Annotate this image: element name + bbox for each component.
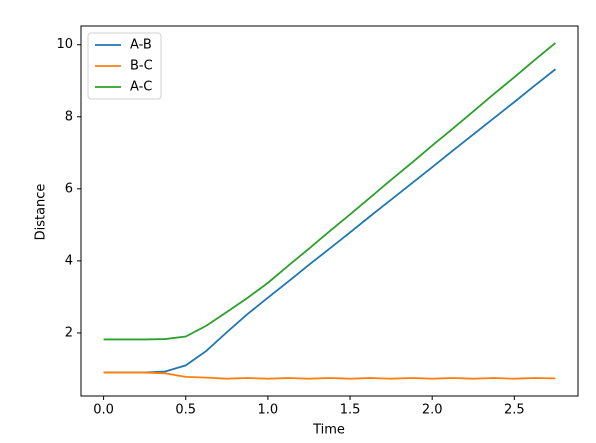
x-axis-label: Time	[312, 423, 345, 438]
y-tick-label: 10	[56, 37, 73, 52]
x-tick-label: 2.0	[422, 403, 443, 418]
x-tick-label: 1.0	[258, 403, 279, 418]
y-tick-label: 2	[65, 325, 73, 340]
x-tick-label: 1.5	[340, 403, 361, 418]
x-tick-label: 0.0	[93, 403, 114, 418]
y-tick-label: 8	[65, 109, 73, 124]
y-axis-label: Distance	[34, 184, 49, 241]
legend-label: A-B	[130, 38, 152, 53]
line-series	[103, 68, 556, 374]
y-tick-label: 6	[65, 181, 73, 196]
legend-label: B-C	[130, 59, 153, 74]
x-tick-label: 2.5	[504, 403, 525, 418]
line-series	[103, 42, 556, 341]
legend-label: A-C	[130, 80, 152, 95]
plot-frame	[80, 25, 579, 397]
y-tick-label: 4	[65, 253, 73, 268]
line-series	[103, 371, 556, 380]
legend-box	[87, 32, 162, 100]
x-tick-label: 0.5	[175, 403, 196, 418]
